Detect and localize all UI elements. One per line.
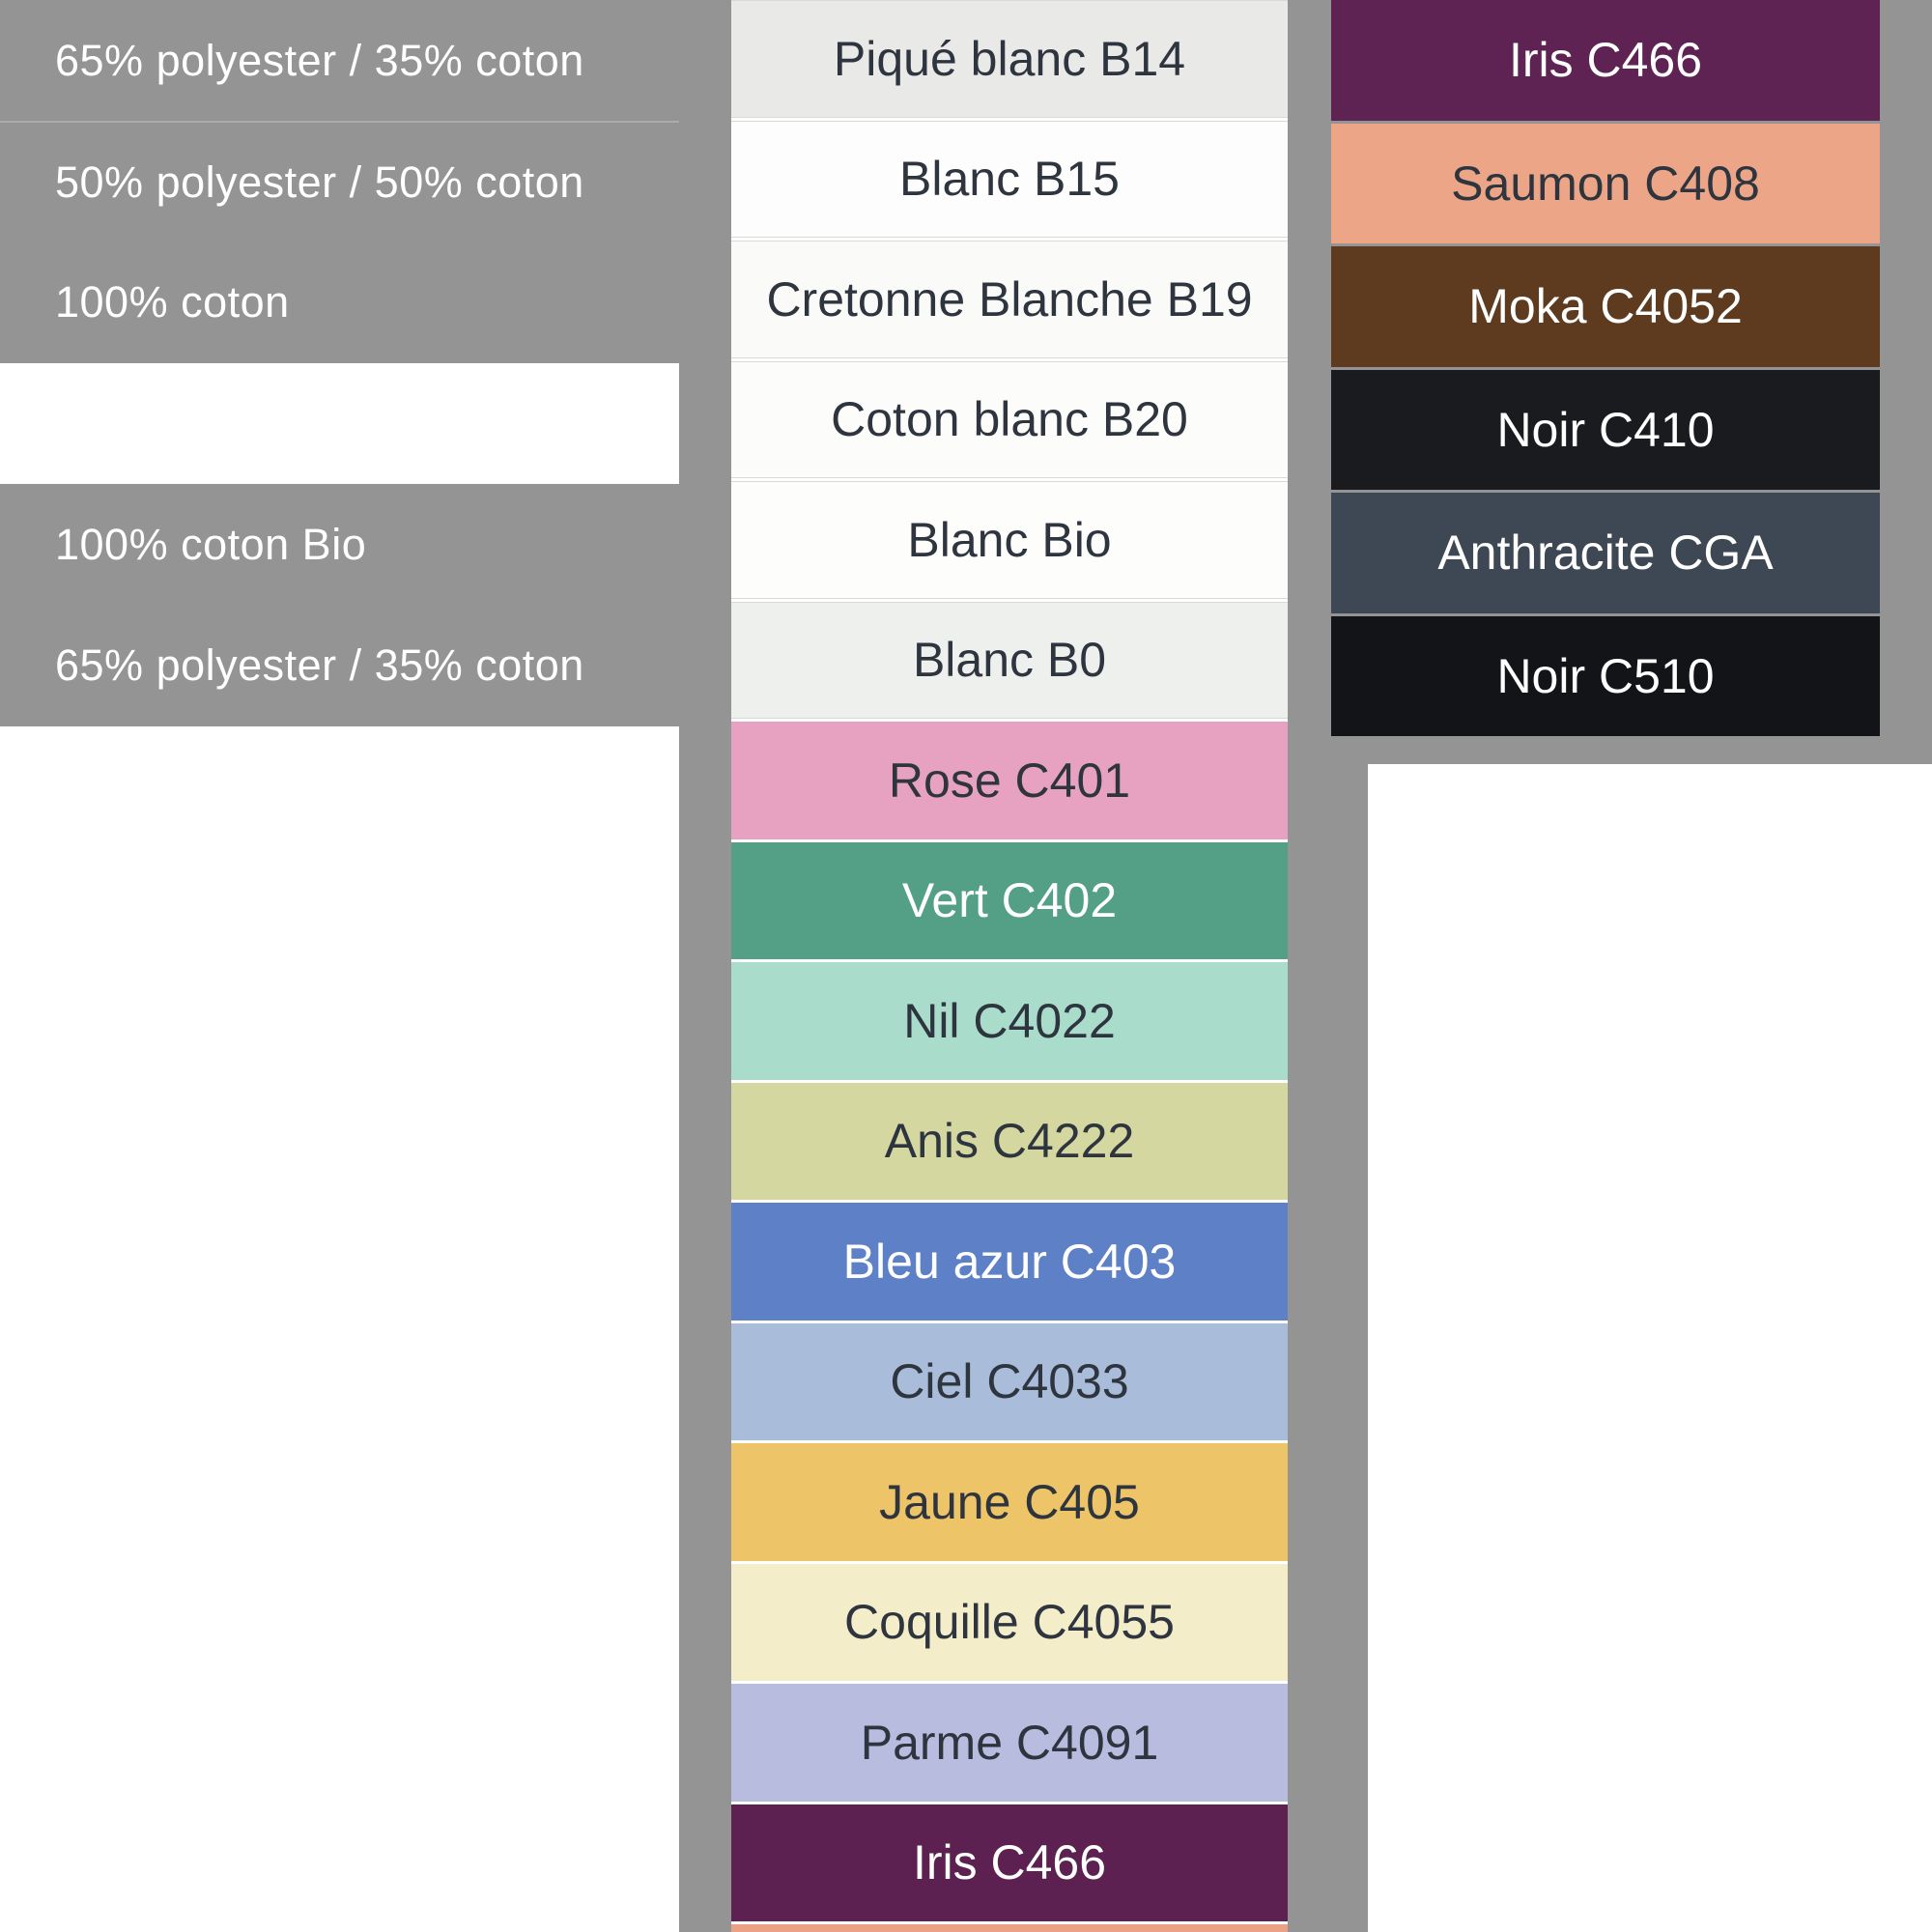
- swatch[interactable]: Rose C401: [731, 722, 1288, 839]
- swatch[interactable]: Blanc Bio: [731, 481, 1288, 599]
- composition-panel: 65% polyester / 35% coton 50% polyester …: [0, 0, 679, 726]
- swatch-label: Cretonne Blanche B19: [766, 271, 1253, 327]
- empty-area-bottom-right: [1368, 764, 1932, 1932]
- swatch-label: Iris C466: [1508, 33, 1703, 88]
- swatch[interactable]: Blanc B0: [731, 601, 1288, 719]
- swatch-label: Bleu azur C403: [842, 1234, 1177, 1289]
- swatch[interactable]: Cretonne Blanche B19: [731, 241, 1288, 358]
- swatch[interactable]: Iris C466: [1331, 0, 1880, 121]
- composition-row: 65% polyester / 35% coton: [0, 0, 679, 122]
- composition-row: [0, 362, 679, 485]
- composition-label: 65% polyester / 35% coton: [55, 35, 584, 85]
- empty-area-bottom-left: [0, 726, 679, 1932]
- composition-row: 100% coton Bio: [0, 484, 679, 606]
- swatch-label: Coquille C4055: [844, 1595, 1175, 1650]
- composition-row: 50% polyester / 50% coton: [0, 121, 679, 242]
- swatch[interactable]: Anis C4222: [731, 1082, 1288, 1200]
- swatch[interactable]: Blanc B15: [731, 120, 1288, 238]
- swatch[interactable]: Coquille C4055: [731, 1563, 1288, 1681]
- swatch[interactable]: Coton blanc B20: [731, 360, 1288, 478]
- swatch-label: Parme C4091: [860, 1715, 1159, 1770]
- swatch-label: Blanc B0: [912, 633, 1107, 688]
- swatch-label: Anis C4222: [884, 1114, 1135, 1169]
- swatch-label: Blanc B15: [899, 152, 1120, 207]
- swatch[interactable]: Noir C510: [1331, 615, 1880, 736]
- swatch-column-1: Piqué blanc B14 Blanc B15 Cretonne Blanc…: [731, 0, 1288, 1932]
- composition-label: 100% coton Bio: [55, 519, 367, 569]
- swatch-label: Piqué blanc B14: [833, 31, 1186, 86]
- composition-label: 65% polyester / 35% coton: [55, 640, 584, 691]
- swatch-label: Jaune C405: [879, 1474, 1140, 1529]
- swatch-label: Vert C402: [901, 873, 1118, 928]
- swatch-label: Moka C4052: [1468, 279, 1743, 334]
- gutter-left: [679, 0, 731, 1932]
- swatch-label: Nil C4022: [903, 993, 1116, 1048]
- swatch: [731, 1924, 1288, 1932]
- composition-label: 100% coton: [55, 277, 290, 327]
- swatch[interactable]: Bleu azur C403: [731, 1203, 1288, 1321]
- swatch[interactable]: Vert C402: [731, 841, 1288, 959]
- swatch[interactable]: Nil C4022: [731, 962, 1288, 1080]
- swatch[interactable]: Parme C4091: [731, 1684, 1288, 1802]
- swatch[interactable]: Noir C410: [1331, 369, 1880, 490]
- swatch[interactable]: Ciel C4033: [731, 1322, 1288, 1440]
- swatch-column-2: Iris C466 Saumon C408 Moka C4052 Noir C4…: [1331, 0, 1880, 1932]
- swatch-label: Saumon C408: [1451, 156, 1760, 211]
- composition-row: 100% coton: [0, 242, 679, 363]
- swatch-label: Iris C466: [912, 1835, 1107, 1890]
- swatch[interactable]: Saumon C408: [1331, 123, 1880, 243]
- swatch-label: Rose C401: [888, 753, 1131, 808]
- swatch-label: Coton blanc B20: [831, 392, 1188, 447]
- swatch[interactable]: Piqué blanc B14: [731, 0, 1288, 118]
- swatch[interactable]: Moka C4052: [1331, 246, 1880, 367]
- swatch-label: Blanc Bio: [907, 512, 1112, 567]
- composition-row: 65% polyester / 35% coton: [0, 605, 679, 726]
- swatch[interactable]: Jaune C405: [731, 1443, 1288, 1561]
- composition-label: 50% polyester / 50% coton: [55, 156, 584, 207]
- swatch-label: Anthracite CGA: [1437, 526, 1774, 581]
- swatch[interactable]: Anthracite CGA: [1331, 493, 1880, 613]
- swatch-label: Noir C510: [1496, 648, 1715, 703]
- swatch-label: Ciel C4033: [890, 1354, 1129, 1409]
- swatch-label: Noir C410: [1496, 402, 1715, 457]
- swatch[interactable]: Iris C466: [731, 1804, 1288, 1921]
